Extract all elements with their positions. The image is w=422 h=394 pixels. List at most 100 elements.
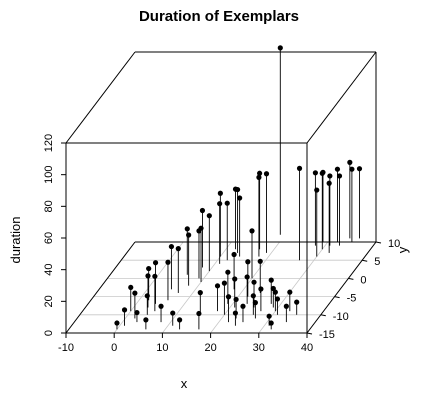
data-point [283, 303, 289, 309]
data-point [206, 213, 212, 219]
x-tick-label: 10 [156, 342, 168, 354]
y-tick-mark [362, 259, 368, 262]
y-tick-label: -15 [319, 329, 335, 341]
y-tick-mark [320, 314, 326, 317]
data-point [263, 171, 270, 177]
data-point [199, 207, 206, 214]
data-point [132, 290, 138, 296]
x-tick-label: -10 [58, 342, 74, 354]
data-point [319, 170, 325, 176]
data-points [114, 45, 363, 330]
data-point [225, 294, 232, 300]
z-axis-label: duration [8, 217, 23, 264]
box-edge [306, 241, 377, 334]
z-tick-label: 60 [43, 232, 55, 244]
data-point [258, 286, 264, 292]
data-point [266, 313, 272, 319]
data-point [336, 173, 343, 179]
data-point [245, 259, 251, 265]
data-point [257, 258, 263, 264]
data-point [232, 310, 238, 316]
box-edge [65, 51, 136, 144]
data-point [128, 284, 134, 291]
data-point [225, 269, 231, 275]
data-point [277, 45, 283, 51]
data-point [177, 317, 183, 323]
data-point [196, 310, 202, 317]
data-point [145, 273, 151, 279]
data-point [221, 280, 227, 286]
data-point [356, 166, 363, 172]
data-point [287, 289, 293, 295]
data-point [143, 317, 149, 323]
data-point [134, 309, 140, 316]
data-point [274, 296, 281, 302]
data-point [217, 190, 223, 196]
y-tick-label: 10 [388, 238, 400, 250]
y-tick-label: 0 [360, 274, 366, 286]
data-point [214, 283, 221, 289]
data-point [224, 200, 230, 206]
data-point [326, 180, 332, 186]
data-point [327, 173, 333, 179]
floor-grid [65, 241, 377, 334]
x-tick-label: 40 [301, 342, 313, 354]
y-tick-label: -10 [333, 311, 349, 323]
data-point [334, 166, 341, 172]
x-axis-label: x [181, 376, 188, 391]
data-point [268, 320, 274, 326]
data-point [257, 170, 263, 176]
data-point [256, 174, 262, 180]
x-tick-label: 20 [204, 342, 216, 354]
data-point [272, 289, 278, 295]
data-point [184, 226, 190, 232]
data-point [198, 225, 204, 231]
data-point [175, 246, 181, 252]
data-point [347, 159, 353, 165]
data-point [249, 228, 255, 234]
z-tick-label: 0 [43, 330, 55, 336]
bounding-box [65, 51, 377, 334]
y-tick-mark [334, 296, 340, 299]
grid-line-x [210, 241, 280, 334]
data-point [232, 276, 238, 282]
data-point [240, 303, 246, 309]
data-point [233, 296, 239, 303]
data-point [121, 307, 128, 313]
data-point [349, 166, 355, 172]
data-point [237, 195, 243, 201]
data-point [186, 232, 192, 238]
x-tick-label: 0 [111, 342, 117, 354]
chart-title: Duration of Exemplars [139, 8, 299, 25]
y-tick-mark [306, 332, 313, 335]
data-point [296, 165, 303, 171]
y-tick-label: -5 [347, 293, 357, 305]
z-tick-label: 100 [43, 165, 55, 183]
data-point [146, 265, 152, 272]
data-point [314, 187, 320, 193]
y-tick-label: 5 [374, 256, 380, 268]
data-point [234, 186, 241, 193]
y-tick-mark [348, 277, 354, 280]
data-point [294, 299, 300, 305]
data-point [250, 293, 256, 299]
z-tick-label: 40 [43, 264, 55, 276]
z-tick-label: 20 [43, 295, 55, 307]
x-tick-label: 30 [253, 342, 265, 354]
data-point [312, 170, 318, 176]
data-point [244, 274, 250, 280]
y-axis-label: y [395, 246, 410, 253]
data-point [231, 251, 237, 258]
z-tick-label: 80 [43, 200, 55, 212]
data-point [268, 277, 274, 283]
data-point [152, 260, 159, 266]
data-point [158, 303, 164, 309]
data-point [170, 310, 176, 316]
z-tick-label: 120 [43, 134, 55, 152]
data-point [197, 290, 203, 296]
data-point [251, 279, 257, 285]
data-point [217, 201, 223, 207]
